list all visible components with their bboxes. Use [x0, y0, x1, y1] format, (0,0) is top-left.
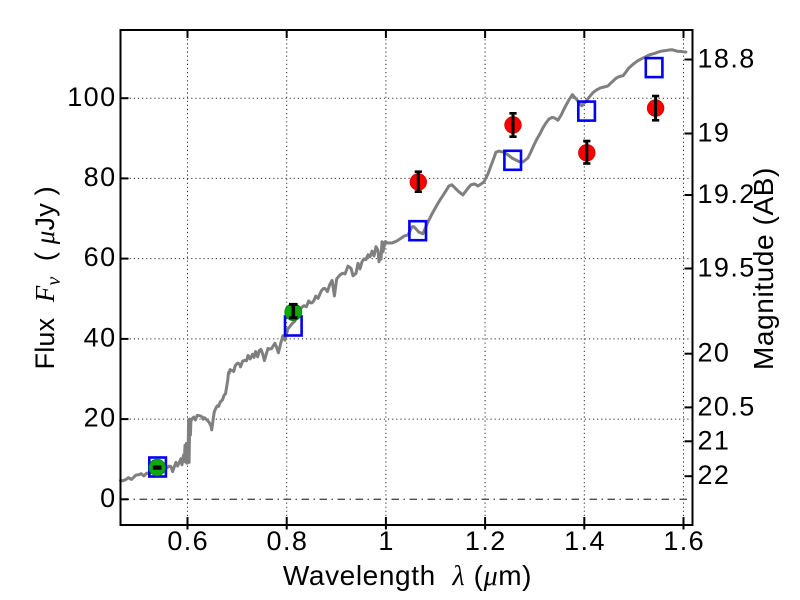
svg-text:80: 80	[84, 162, 117, 192]
svg-text:Magnitude (AB): Magnitude (AB)	[748, 167, 779, 370]
svg-text:1.2: 1.2	[465, 526, 507, 556]
svg-text:1.6: 1.6	[663, 526, 705, 556]
svg-text:19.2: 19.2	[698, 179, 756, 209]
svg-text:18.8: 18.8	[698, 44, 756, 74]
svg-text:21: 21	[698, 425, 731, 455]
svg-text:20.5: 20.5	[698, 391, 756, 421]
svg-text:0.6: 0.6	[167, 526, 209, 556]
svg-text:60: 60	[84, 242, 117, 272]
svg-text:Wavelength λ (μm): Wavelength λ (μm)	[283, 560, 532, 592]
svg-text:1: 1	[378, 526, 394, 556]
svg-text:20: 20	[698, 338, 731, 368]
svg-text:1.4: 1.4	[564, 526, 606, 556]
svg-text:40: 40	[84, 323, 117, 353]
svg-text:22: 22	[698, 460, 731, 490]
svg-text:0: 0	[100, 483, 116, 513]
svg-text:20: 20	[84, 403, 117, 433]
svg-text:19.5: 19.5	[698, 253, 756, 283]
svg-text:100: 100	[67, 82, 116, 112]
svg-text:19: 19	[698, 118, 731, 148]
svg-text:0.8: 0.8	[267, 526, 309, 556]
